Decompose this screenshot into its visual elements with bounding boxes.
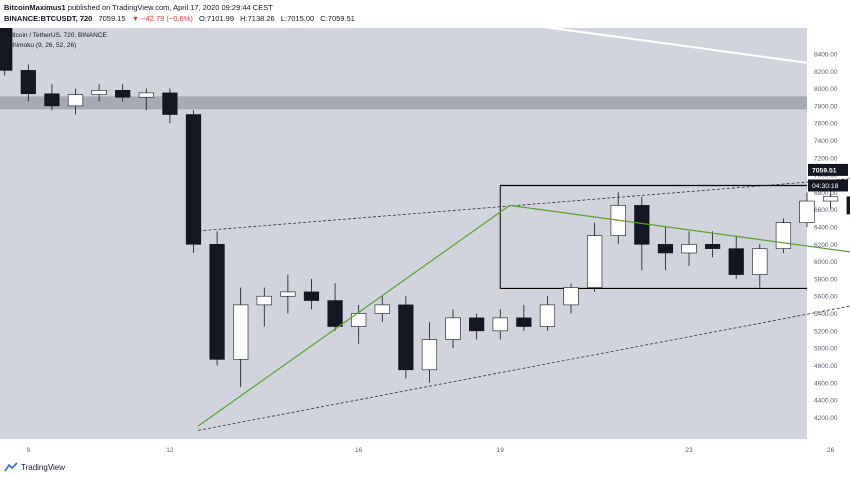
chart-legend-title: Bitcoin / TetherUS, 720, BINANCE (8, 32, 108, 39)
candle-body (563, 287, 579, 306)
candle-body (822, 196, 839, 202)
candle-body (374, 304, 390, 314)
time-tick-label: 9 (27, 447, 31, 454)
candle-body (256, 295, 272, 306)
price-tick-label: 7000.00 (814, 173, 838, 180)
candle-body (280, 291, 296, 297)
last-price: 7059.15 (98, 14, 126, 23)
candle-body (704, 244, 721, 249)
price-tick-label: 8400.00 (814, 51, 838, 58)
candle-body (162, 92, 178, 115)
elliott-wave-path (197, 204, 850, 427)
low-value: L:7015.00 (280, 14, 315, 23)
brand-label: TradingView (21, 462, 66, 472)
price-tick-label: 6600.00 (814, 207, 838, 214)
time-tick-label: 26 (827, 447, 835, 454)
candle-body (539, 304, 556, 327)
high-value: H:7138.26 (240, 14, 275, 23)
candle-body (138, 92, 154, 98)
price-tick-label: 7600.00 (814, 121, 838, 128)
price-tick-label: 8000.00 (814, 86, 838, 93)
tradingview-logo-icon (4, 462, 18, 472)
candle-body (846, 196, 850, 215)
price-tick-label: 5000.00 (814, 346, 838, 353)
candle-body (303, 291, 320, 301)
symbol-label[interactable]: BINANCE:BTCUSDT, 720 (4, 14, 93, 23)
chart-header: BitcoinMaximus1 published on TradingView… (0, 0, 850, 28)
indicator-legend[interactable]: Ichimoku (9, 26, 52, 26) (8, 42, 76, 49)
close-value: C:7059.51 (320, 14, 355, 23)
time-tick-label: 16 (355, 447, 363, 454)
price-tick-label: 8200.00 (814, 69, 838, 76)
candle-body (492, 317, 508, 332)
publisher-name[interactable]: BitcoinMaximus1 (4, 3, 66, 12)
last-price-tag-label: 7059.51 (812, 167, 837, 174)
price-tick-label: 4800.00 (814, 363, 838, 370)
candle-body (91, 89, 107, 95)
candle-body (469, 317, 485, 332)
price-tick-label: 5800.00 (814, 276, 838, 283)
candle-body (752, 248, 768, 275)
price-tick-label: 5200.00 (814, 328, 838, 335)
tradingview-brand[interactable]: TradingView (4, 462, 65, 472)
price-tick-label: 6000.00 (814, 259, 838, 266)
price-tick-label: 4200.00 (814, 415, 838, 422)
candle-body (681, 244, 697, 254)
price-tick-label: 6800.00 (814, 190, 838, 197)
price-tick-label: 7400.00 (814, 138, 838, 145)
price-tick-label: 6200.00 (814, 242, 838, 249)
price-tick-label: 5400.00 (814, 311, 838, 318)
candle-body (44, 93, 60, 107)
candle-body (728, 248, 744, 275)
candle-body (398, 304, 414, 371)
chart-footer: TradingView (0, 459, 850, 477)
last-price-tag (808, 163, 848, 176)
candle-body (657, 244, 674, 254)
publish-line: BitcoinMaximus1 published on TradingView… (4, 3, 273, 12)
plot-background[interactable] (0, 28, 807, 439)
countdown-tag-label: 04:30:18 (812, 183, 839, 190)
resistance-zone (0, 96, 807, 110)
candle-body (0, 28, 13, 71)
price-tick-label: 4400.00 (814, 398, 838, 405)
candle-body (20, 70, 36, 95)
candle-body (185, 114, 202, 245)
candle-body (634, 205, 650, 245)
candle-body (327, 300, 343, 327)
time-tick-label: 19 (497, 447, 505, 454)
price-chart[interactable]: 2345 4200.004400.004600.004800.005000.00… (0, 28, 850, 459)
price-tick-label: 6400.00 (814, 225, 838, 232)
price-tick-label: 4600.00 (814, 380, 838, 387)
moving-average-line (543, 28, 850, 71)
countdown-tag (808, 179, 848, 192)
time-axis[interactable] (0, 439, 807, 459)
price-axis[interactable] (807, 28, 850, 459)
candle-body (516, 317, 532, 327)
candle-body (587, 235, 603, 288)
price-tick-label: 7800.00 (814, 103, 838, 110)
time-tick-label: 23 (685, 447, 693, 454)
candle-body (445, 317, 461, 340)
price-tick-label: 5600.00 (814, 294, 838, 301)
candle-body (233, 304, 249, 360)
candle-body (799, 200, 815, 223)
candle-body (209, 244, 225, 360)
time-tick-label: 12 (166, 447, 174, 454)
published-text: published on TradingView.com, April 17, … (67, 3, 273, 12)
candle-body (351, 313, 367, 327)
symbol-line: BINANCE:BTCUSDT, 720 7059.15 ▼ −42.79 (−… (4, 14, 355, 23)
candle-body (775, 222, 792, 249)
channel-lower-line (198, 305, 850, 431)
price-tick-label: 7200.00 (814, 155, 838, 162)
candle-body (115, 89, 131, 98)
candle-body (67, 94, 84, 107)
price-change: ▼ −42.79 (−0.6%) (131, 14, 193, 23)
channel-upper-line (193, 178, 850, 232)
open-value: O:7101.99 (198, 14, 235, 23)
candle-body (421, 339, 438, 371)
